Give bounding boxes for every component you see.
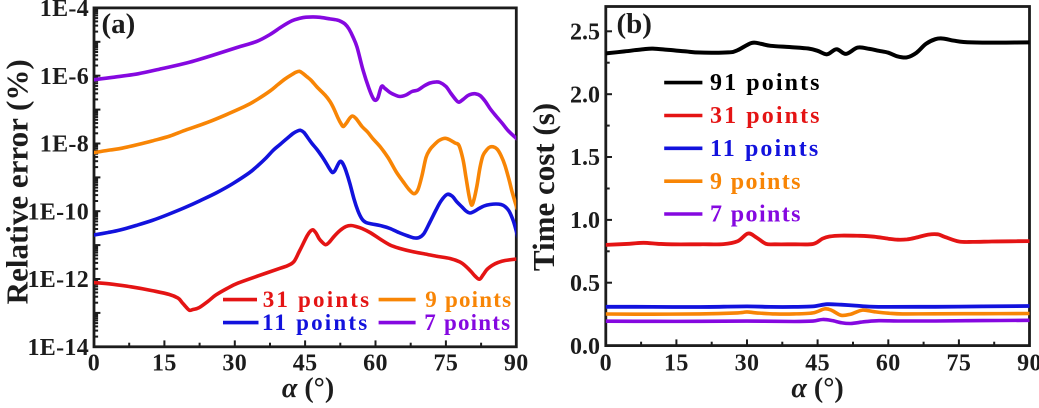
- svg-text:9 points: 9 points: [425, 287, 512, 312]
- svg-text:0: 0: [88, 351, 100, 377]
- svg-text:1E-8: 1E-8: [40, 132, 89, 158]
- svg-text:30: 30: [735, 351, 760, 377]
- svg-text:1.0: 1.0: [570, 208, 600, 234]
- svg-text:Time cost (s): Time cost (s): [526, 103, 561, 271]
- svg-text:11 points: 11 points: [262, 310, 369, 335]
- svg-text:(b): (b): [617, 8, 652, 40]
- svg-text:0.5: 0.5: [570, 271, 600, 297]
- svg-text:90: 90: [504, 351, 529, 377]
- svg-text:(a): (a): [102, 8, 136, 40]
- svg-text:75: 75: [433, 351, 458, 377]
- svg-text:7 points: 7 points: [710, 202, 802, 228]
- svg-text:60: 60: [876, 351, 901, 377]
- svg-text:2.0: 2.0: [570, 82, 600, 108]
- svg-text:11 points: 11 points: [710, 136, 820, 162]
- svg-text:31 points: 31 points: [263, 287, 372, 312]
- svg-text:75: 75: [946, 351, 971, 377]
- svg-text:Relative error (%): Relative error (%): [0, 59, 35, 304]
- svg-text:0.0: 0.0: [570, 334, 600, 360]
- svg-text:90: 90: [1017, 351, 1039, 377]
- svg-text:2.5: 2.5: [570, 20, 600, 46]
- svg-text:1E-4: 1E-4: [40, 0, 89, 22]
- svg-text:1.5: 1.5: [570, 145, 600, 171]
- svg-text:1E-14: 1E-14: [28, 335, 90, 361]
- svg-text:9 points: 9 points: [710, 169, 802, 195]
- svg-text:7 points: 7 points: [424, 310, 511, 335]
- svg-text:91 points: 91 points: [710, 70, 822, 96]
- svg-text:60: 60: [363, 351, 388, 377]
- svg-text:α (°): α (°): [791, 373, 843, 403]
- svg-text:31 points: 31 points: [710, 103, 822, 129]
- svg-text:α (°): α (°): [282, 373, 334, 403]
- svg-text:1E-6: 1E-6: [40, 64, 89, 90]
- svg-text:45: 45: [293, 351, 318, 377]
- svg-text:15: 15: [152, 351, 177, 377]
- svg-text:45: 45: [805, 351, 830, 377]
- svg-text:30: 30: [222, 351, 247, 377]
- svg-text:1E-10: 1E-10: [28, 199, 90, 225]
- svg-text:1E-12: 1E-12: [28, 267, 90, 293]
- svg-text:15: 15: [664, 351, 689, 377]
- svg-text:0: 0: [600, 351, 612, 377]
